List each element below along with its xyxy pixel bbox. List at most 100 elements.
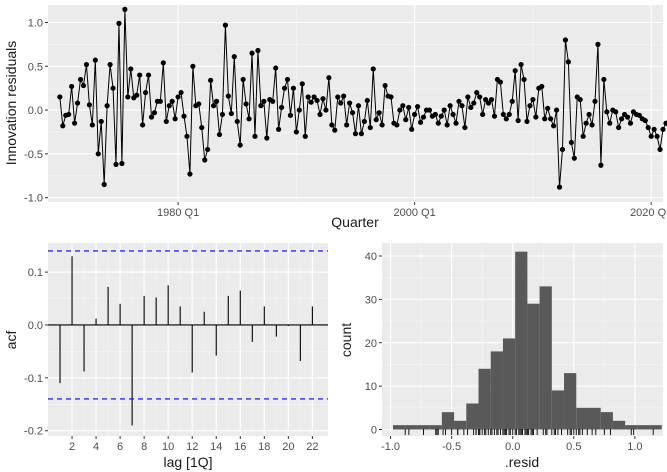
residual-point — [344, 122, 350, 128]
residual-point — [488, 96, 495, 103]
residual-point — [276, 126, 282, 132]
residual-point — [450, 111, 456, 118]
residual-point — [264, 135, 270, 141]
residual-point — [95, 151, 101, 157]
top-y-tick-label: -1.0 — [24, 193, 43, 205]
histogram-y-tick-label: 10 — [365, 381, 377, 393]
acf-x-tick-label: 8 — [141, 441, 147, 453]
histogram-y-tick-label: 0 — [371, 424, 377, 436]
histogram-bin — [564, 373, 577, 430]
residual-point — [181, 113, 187, 119]
residual-point — [98, 118, 104, 125]
residual-point — [270, 98, 276, 104]
residual-point — [101, 181, 107, 188]
residual-point — [140, 122, 146, 128]
residual-point — [601, 76, 607, 83]
residual-point — [278, 104, 285, 111]
residual-point — [506, 111, 512, 118]
top-x-tick-label: 2020 Q1 — [630, 207, 667, 219]
top-x-tick-label: 2000 Q1 — [394, 207, 436, 219]
residual-point — [296, 107, 302, 113]
residual-point — [249, 50, 255, 56]
residual-point — [527, 103, 533, 109]
residual-point — [290, 85, 297, 91]
residual-point — [586, 111, 592, 118]
histogram-bin — [515, 251, 528, 430]
residual-point — [323, 107, 329, 113]
residual-point — [548, 116, 554, 122]
residual-point — [471, 100, 477, 106]
histogram-bin — [527, 303, 540, 430]
residual-point — [553, 107, 560, 113]
residual-point — [616, 124, 622, 131]
residual-point — [474, 89, 480, 96]
acf-x-tick-label: 10 — [162, 441, 174, 453]
residual-point — [583, 120, 589, 126]
residual-point — [651, 126, 657, 132]
top-panel-background — [48, 5, 663, 202]
histogram-bin — [612, 420, 626, 430]
residual-point — [406, 104, 412, 111]
histogram-bin — [429, 425, 442, 430]
residual-point — [645, 124, 651, 131]
residual-point — [122, 6, 128, 12]
residual-point — [113, 161, 119, 167]
residual-point — [349, 110, 356, 116]
residual-point — [148, 114, 155, 120]
residual-point — [77, 76, 84, 83]
residual-point — [648, 133, 654, 139]
residual-point — [524, 118, 530, 125]
residual-point — [246, 116, 252, 122]
residual-point — [604, 109, 610, 115]
residual-point — [503, 116, 509, 122]
residual-point — [397, 107, 403, 113]
residual-point — [491, 113, 498, 119]
top-y-tick-label: -0.5 — [24, 149, 43, 161]
residual-point — [624, 114, 631, 120]
residual-point — [273, 65, 279, 71]
residual-point — [447, 103, 453, 109]
histogram-bin — [576, 407, 589, 430]
residual-point — [145, 72, 152, 78]
histogram-x-tick-label: 0.0 — [505, 441, 520, 453]
residual-point — [175, 94, 181, 100]
histogram-y-tick-label: 30 — [365, 294, 377, 306]
residual-point — [284, 76, 291, 83]
residual-point — [376, 110, 382, 116]
residual-point — [329, 122, 335, 128]
residual-point — [453, 120, 459, 126]
residual-point — [252, 133, 258, 139]
acf-y-tick-label: 0.0 — [28, 320, 43, 332]
residual-point — [332, 127, 338, 133]
residual-point — [305, 94, 311, 100]
residual-point — [243, 101, 249, 107]
acf-x-axis-title: lag [1Q] — [163, 454, 212, 470]
residual-point — [480, 111, 486, 118]
histogram-x-axis-title: .resid — [505, 454, 539, 470]
residual-point — [420, 114, 427, 120]
residual-point — [184, 133, 190, 139]
residual-point — [551, 123, 557, 129]
residual-point — [379, 122, 385, 128]
residual-point — [497, 79, 503, 85]
residual-point — [545, 105, 551, 111]
residual-point — [580, 133, 586, 139]
residual-point — [163, 118, 169, 125]
residual-point — [157, 98, 163, 104]
residual-point — [613, 109, 619, 115]
top-x-tick-label: 1980 Q1 — [157, 207, 199, 219]
residual-point — [86, 102, 92, 108]
histogram-bin — [637, 425, 650, 430]
residual-point — [568, 139, 574, 146]
residual-point — [311, 94, 317, 100]
top-x-axis-title: Quarter — [331, 214, 379, 230]
residual-point — [598, 162, 604, 168]
residual-point — [119, 160, 125, 167]
residual-point — [281, 85, 288, 91]
residual-point — [500, 111, 506, 118]
acf-x-tick-label: 22 — [306, 441, 318, 453]
residual-point — [228, 110, 234, 117]
residual-point — [595, 41, 601, 48]
residual-point — [654, 133, 660, 139]
